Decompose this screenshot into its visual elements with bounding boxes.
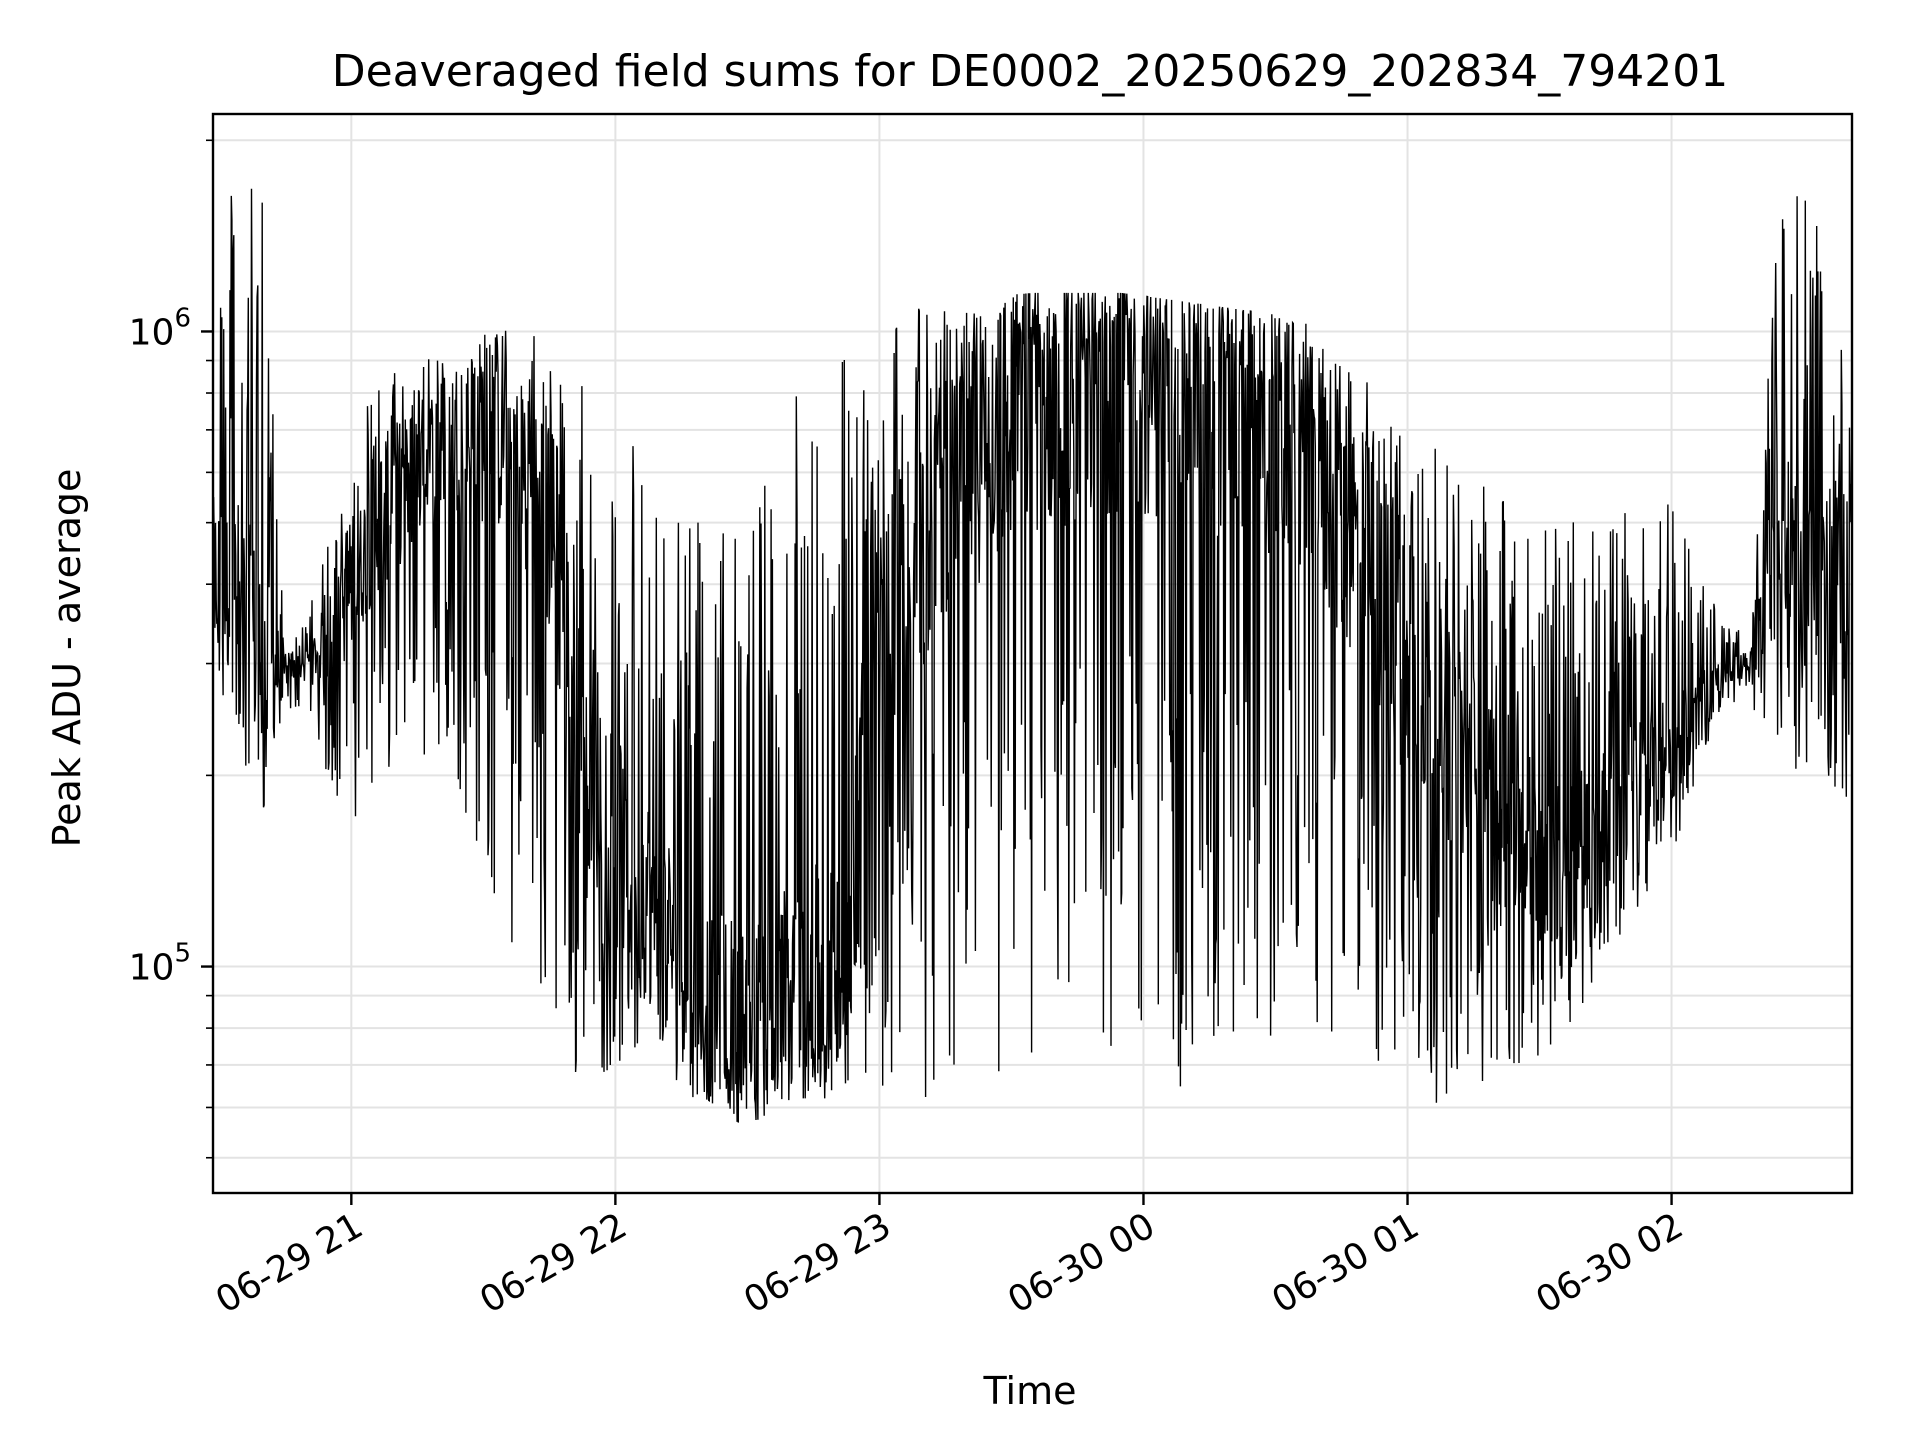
y-tick-label: 105: [129, 939, 191, 989]
series-line: [212, 188, 1853, 1123]
chart-title: Deaveraged field sums for DE0002_2025062…: [332, 46, 1729, 97]
plot-frame: [211, 112, 1854, 1195]
y-axis: 105 106: [129, 139, 213, 1159]
y-axis-label: Peak ADU - average: [45, 469, 89, 848]
series-layer: [212, 188, 1853, 1123]
y-tick-label: 106: [129, 303, 191, 353]
axes-frame: [211, 112, 1854, 1195]
x-axis-label: Time: [983, 1369, 1077, 1413]
